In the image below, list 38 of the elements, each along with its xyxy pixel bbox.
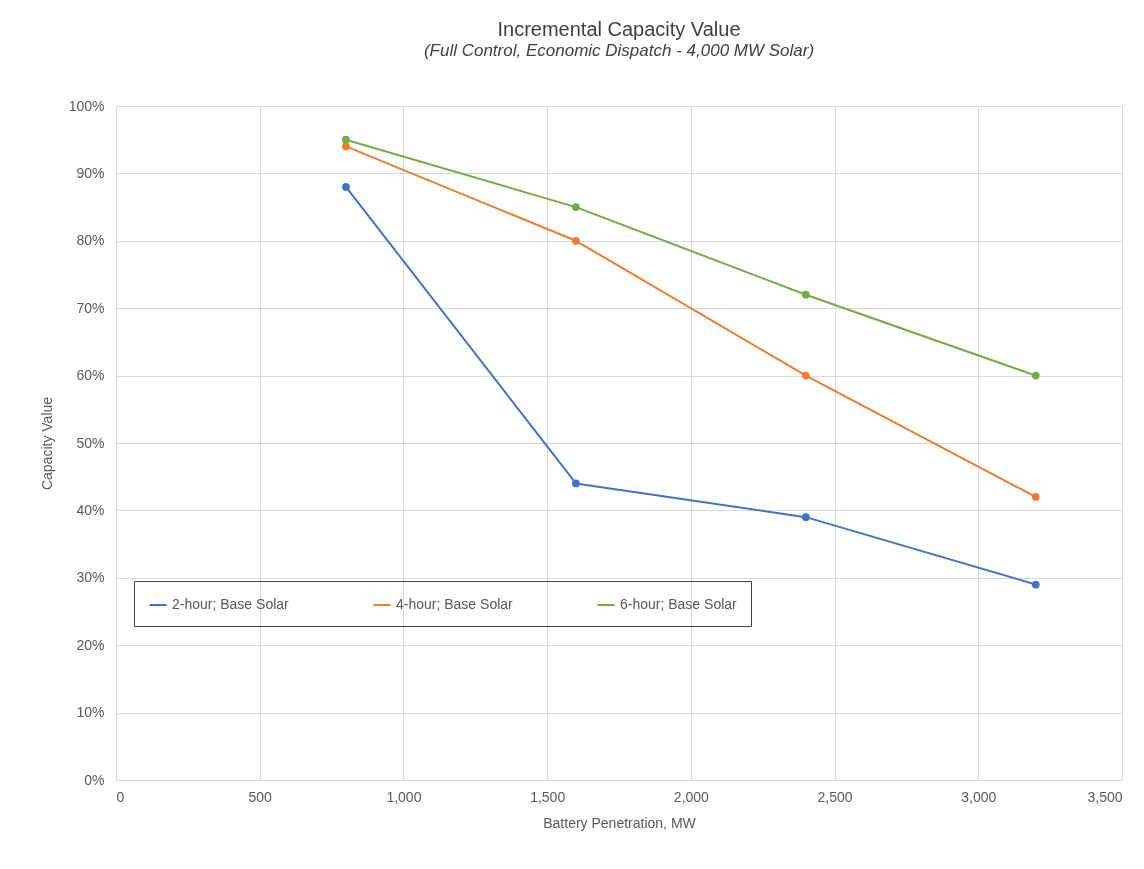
x-tick-label: 3,000	[961, 788, 997, 805]
y-tick-label: 90%	[76, 164, 105, 181]
point	[572, 236, 580, 245]
y-tick-label: 30%	[76, 569, 105, 586]
y-tick-label: 70%	[76, 299, 105, 316]
y-tick-label: 10%	[76, 704, 105, 721]
point	[801, 513, 810, 522]
chart-subtitle: (Full Control, Economic Dispatch - 4,000 MW Solar)	[423, 41, 815, 60]
x-tick-label: 500	[248, 788, 273, 805]
y-tick-label: 60%	[76, 367, 105, 384]
point	[572, 479, 580, 488]
legend-label: 2-hour; Base Solar	[172, 596, 290, 612]
point	[1031, 580, 1040, 589]
y-tick-label: 100%	[68, 97, 105, 114]
point	[801, 371, 810, 380]
point	[801, 290, 810, 299]
x-axis-title: Battery Penetration, MW	[543, 814, 697, 831]
y-tick-label: 0%	[84, 771, 105, 788]
x-tick-label: 0	[116, 788, 125, 805]
x-tick-label: 1,500	[530, 788, 566, 805]
x-tick-label: 3,500	[1087, 788, 1123, 805]
x-tick-label: 1,000	[386, 788, 422, 805]
legend-label: 6-hour; Base Solar	[620, 596, 738, 612]
y-tick-label: 40%	[76, 501, 105, 518]
chart-title: Incremental Capacity Value	[497, 18, 741, 40]
y-tick-label: 50%	[76, 434, 105, 451]
legend-label: 4-hour; Base Solar	[396, 596, 514, 612]
y-tick-label: 80%	[76, 232, 105, 249]
point	[342, 183, 350, 191]
y-axis-title: Capacity Value	[38, 396, 55, 491]
x-tick-label: 2,500	[817, 788, 853, 805]
y-tick-label: 20%	[76, 636, 105, 653]
point	[342, 142, 350, 151]
point	[572, 203, 580, 211]
point	[1031, 371, 1040, 380]
point	[1031, 493, 1040, 501]
x-tick-label: 2,000	[673, 788, 710, 805]
point	[342, 135, 350, 144]
